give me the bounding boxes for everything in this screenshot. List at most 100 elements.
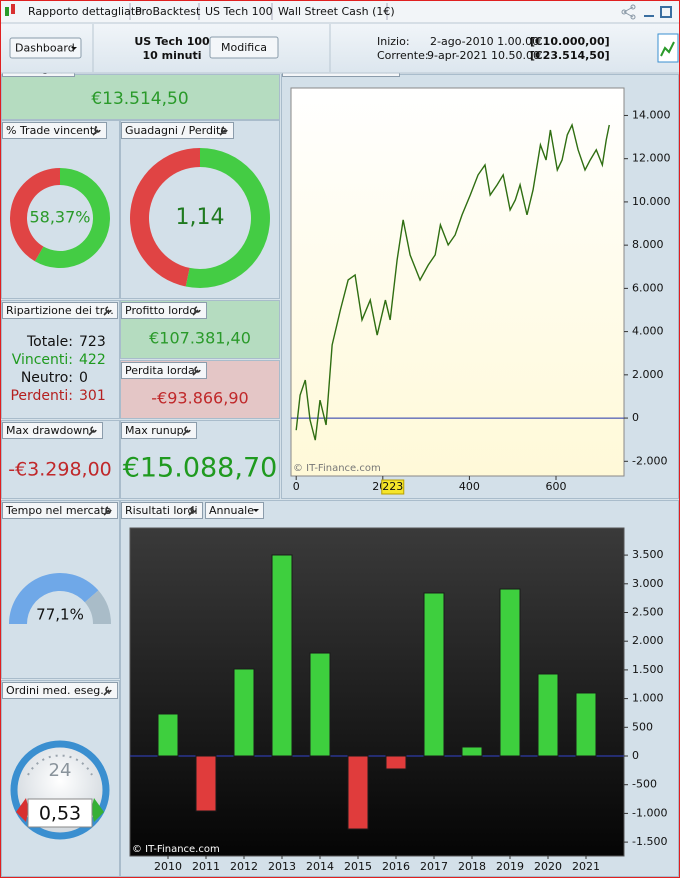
- gauge-label: 77,1%: [36, 606, 84, 624]
- bar: [347, 755, 369, 830]
- y-tick-label: 1.500: [632, 663, 664, 676]
- edit-button[interactable]: [209, 36, 279, 59]
- max-drawdown-value: -€3.298,00: [8, 459, 112, 481]
- breakdown-label: Perdenti:: [10, 388, 73, 404]
- settings-icon[interactable]: [92, 126, 101, 136]
- settings-icon[interactable]: [219, 126, 228, 136]
- x-tick-label: 2018: [458, 860, 486, 873]
- panel-title: Ripartizione dei tr...: [6, 304, 114, 317]
- panel-title: Risultati lordi: [125, 504, 198, 517]
- equity-plot-area: [290, 87, 625, 477]
- x-tick-label: 2012: [230, 860, 258, 873]
- dropdown-arrow: [253, 509, 259, 512]
- bar: [271, 554, 293, 757]
- bar: [575, 692, 597, 757]
- bar: [233, 668, 255, 757]
- y-tick-label: 14.000: [632, 108, 671, 121]
- y-tick-label: -2.000: [632, 454, 667, 467]
- toolbar: Rapporto dettagliato ProBacktest US Tech…: [0, 0, 680, 74]
- panel-title-box: [121, 502, 203, 519]
- donut-profit: [185, 148, 271, 288]
- y-tick-label: 3.000: [632, 577, 664, 590]
- bar: [423, 592, 445, 757]
- bar: [537, 673, 559, 757]
- donut-label: 58,37%: [29, 208, 90, 227]
- panel-title-box: [121, 302, 207, 319]
- y-tick-label: 2.500: [632, 605, 664, 618]
- settings-icon[interactable]: [188, 506, 197, 516]
- gain-panel: [1, 74, 280, 120]
- x-tick-label: 2019: [496, 860, 524, 873]
- x-tick-label: 2017: [420, 860, 448, 873]
- y-tick-label: 4.000: [632, 325, 664, 338]
- panel-title: Ordini med. eseg...: [6, 684, 111, 697]
- start-date: 2-ago-2010 1.00.00: [430, 35, 539, 48]
- dashboard-dropdown[interactable]: [9, 37, 82, 59]
- period-dropdown[interactable]: [205, 502, 264, 519]
- breakdown-panel: [1, 300, 120, 419]
- y-tick-label: 1.000: [632, 692, 664, 705]
- watermark: © IT-Finance.com: [132, 844, 220, 855]
- cursor-label: 223: [382, 480, 403, 493]
- export-icon[interactable]: [657, 33, 679, 63]
- gauge-fill: [9, 573, 99, 624]
- settings-icon[interactable]: [88, 426, 97, 436]
- dial-value-box: [27, 798, 93, 828]
- equity-line: [295, 122, 610, 441]
- tab[interactable]: ProBacktest: [135, 5, 201, 18]
- x-tick-label: 2014: [306, 860, 334, 873]
- dashboard-label[interactable]: Dashboard: [15, 42, 75, 55]
- panel-title-box: [2, 682, 118, 699]
- y-tick-label: 6.000: [632, 281, 664, 294]
- dial-label: 24: [49, 760, 72, 781]
- panel-title: Perdita lorda: [125, 364, 195, 377]
- cursor-marker: [381, 479, 405, 495]
- y-tick-label: 0: [632, 749, 639, 762]
- tab[interactable]: Wall Street Cash (1€): [278, 5, 395, 18]
- tab[interactable]: Rapporto dettagliato: [28, 5, 142, 18]
- y-tick-label: 0: [632, 411, 639, 424]
- gauge-rest: [84, 590, 111, 624]
- x-tick-label: 2021: [572, 860, 600, 873]
- settings-icon[interactable]: [192, 306, 201, 316]
- settings-icon[interactable]: [103, 306, 112, 316]
- bar: [195, 755, 217, 812]
- gross-loss-value: -€93.866,90: [151, 389, 248, 408]
- current-label: Corrente:: [377, 49, 429, 62]
- edit-label[interactable]: Modifica: [221, 41, 267, 54]
- gain-value: €13.514,50: [91, 89, 188, 109]
- instrument: US Tech 100: [134, 35, 210, 48]
- panel-title-box: [121, 422, 197, 439]
- settings-icon[interactable]: [103, 506, 112, 516]
- donut-win: [34, 168, 110, 268]
- x-tick-label: 2020: [534, 860, 562, 873]
- watermark: © IT-Finance.com: [293, 463, 381, 474]
- y-tick-label: 2.000: [632, 634, 664, 647]
- dial-value: 0,53: [39, 803, 81, 825]
- breakdown-value: 422: [79, 352, 106, 368]
- maximize-button[interactable]: [660, 6, 672, 18]
- x-tick-label: 600: [546, 480, 567, 493]
- panel-title: Guadagni / Perdite: [125, 124, 227, 137]
- y-tick-label: 8.000: [632, 238, 664, 251]
- breakdown-label: Totale:: [26, 334, 73, 350]
- donut-loss: [9, 168, 60, 262]
- settings-icon[interactable]: [182, 426, 191, 436]
- settings-icon[interactable]: [192, 366, 201, 376]
- panel-title-box: [121, 362, 207, 379]
- x-tick-label: 2016: [382, 860, 410, 873]
- panel-title: Max runup: [125, 424, 184, 437]
- y-tick-label: 500: [632, 720, 653, 733]
- breakdown-value: 301: [79, 388, 106, 404]
- panel-title-box: [121, 122, 234, 139]
- donut-loss: [130, 148, 200, 287]
- tab[interactable]: US Tech 100: [205, 5, 273, 18]
- breakdown-value: 723: [79, 334, 106, 350]
- breakdown-value: 0: [79, 370, 88, 386]
- breakdown-label: Neutro:: [21, 370, 73, 386]
- share-icon[interactable]: [621, 4, 636, 20]
- settings-icon[interactable]: [103, 686, 112, 696]
- y-tick-label: 10.000: [632, 195, 671, 208]
- gross-profit-value: €107.381,40: [149, 329, 251, 348]
